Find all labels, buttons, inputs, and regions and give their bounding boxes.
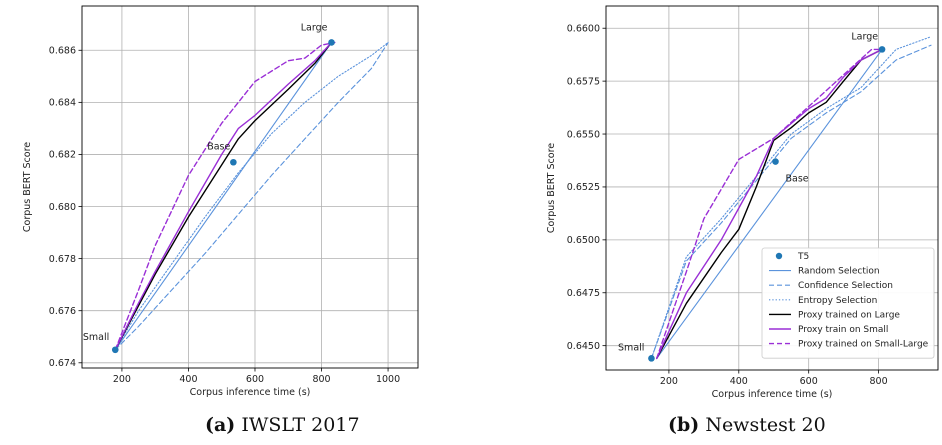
x-ticks: 200 400 600 800 bbox=[660, 370, 888, 387]
x-tick-label: 400 bbox=[730, 376, 748, 387]
point-label-large: Large bbox=[301, 22, 328, 33]
point-base bbox=[772, 158, 779, 165]
y-tick-label: 0.6475 bbox=[567, 288, 600, 299]
x-tick-label: 600 bbox=[800, 376, 818, 387]
legend-box bbox=[761, 247, 935, 359]
x-axis-label: Corpus inference time (s) bbox=[712, 389, 833, 400]
y-axis-label: Corpus BERT Score bbox=[22, 142, 33, 232]
y-axis-label: Corpus BERT Score bbox=[546, 143, 557, 233]
series-line-proxy-small-large bbox=[656, 48, 883, 360]
series-line-proxy-large bbox=[656, 48, 883, 360]
legend-marker-t5 bbox=[775, 252, 783, 260]
point-label-small: Small bbox=[618, 342, 644, 353]
plot-frame bbox=[81, 5, 419, 369]
x-tick-label: 600 bbox=[246, 374, 264, 385]
caption-a-label: (a) bbox=[205, 414, 236, 436]
y-tick-label: 0.680 bbox=[49, 202, 76, 213]
y-tick-label: 0.6450 bbox=[567, 341, 600, 352]
caption-b-text: Newstest 20 bbox=[705, 414, 826, 436]
plot-frame bbox=[605, 5, 939, 371]
model-points: Small Base Large bbox=[618, 31, 886, 362]
x-tick-label: 800 bbox=[870, 376, 888, 387]
x-tick-label: 200 bbox=[113, 374, 131, 385]
legend-label: Proxy trained on Small-Large bbox=[798, 340, 929, 350]
y-tick-label: 0.6600 bbox=[567, 24, 600, 35]
legend-label: Proxy train on Small bbox=[798, 325, 888, 335]
series-line-random bbox=[656, 48, 883, 359]
y-tick-label: 0.686 bbox=[49, 46, 76, 57]
x-tick-label: 400 bbox=[179, 374, 197, 385]
y-tick-label: 0.6550 bbox=[567, 129, 600, 140]
y-tick-label: 0.678 bbox=[49, 254, 76, 265]
chart-newstest: Small Base Large 200 400 600 800 0.6450 0.6475… bbox=[546, 5, 939, 400]
legend: T5 Random Selection Confidence Selection En… bbox=[761, 247, 935, 359]
point-large bbox=[878, 46, 886, 53]
series-line-proxy-small bbox=[114, 41, 333, 351]
y-tick-label: 0.674 bbox=[49, 358, 76, 369]
series-line-confidence bbox=[114, 41, 389, 351]
point-label-large: Large bbox=[851, 31, 878, 42]
legend-label: T5 bbox=[797, 252, 809, 262]
caption-a: (a) IWSLT 2017 bbox=[205, 414, 360, 436]
x-tick-label: 1000 bbox=[376, 374, 400, 385]
point-label-base: Base bbox=[785, 174, 808, 185]
caption-b-label: (b) bbox=[668, 414, 700, 436]
series-group bbox=[650, 36, 932, 360]
y-ticks: 0.674 0.676 0.678 0.680 0.682 0.684 0.686 bbox=[49, 46, 82, 369]
y-tick-label: 0.676 bbox=[49, 306, 76, 317]
series-line-proxy-large bbox=[114, 41, 333, 351]
caption-a-text: IWSLT 2017 bbox=[241, 414, 360, 436]
series-line-confidence bbox=[650, 44, 932, 359]
legend-label: Entropy Selection bbox=[798, 296, 877, 306]
grid bbox=[82, 6, 418, 368]
legend-label: Proxy trained on Large bbox=[798, 310, 900, 320]
series-line-entropy bbox=[650, 36, 932, 359]
y-tick-label: 0.6500 bbox=[567, 235, 600, 246]
series-group bbox=[114, 41, 389, 351]
y-ticks: 0.6450 0.6475 0.6500 0.6525 0.6550 0.6575 0.66… bbox=[567, 24, 606, 352]
x-tick-label: 800 bbox=[312, 374, 330, 385]
series-line-entropy bbox=[114, 41, 389, 351]
point-label-base: Base bbox=[207, 141, 230, 152]
point-base bbox=[230, 158, 237, 166]
y-tick-label: 0.682 bbox=[49, 150, 76, 161]
legend-label: Confidence Selection bbox=[798, 281, 893, 291]
x-axis-label: Corpus inference time (s) bbox=[190, 387, 311, 398]
point-large bbox=[328, 39, 335, 46]
x-tick-label: 200 bbox=[660, 376, 678, 387]
point-small bbox=[111, 346, 119, 354]
model-points: Small Base Large bbox=[83, 22, 335, 354]
y-tick-label: 0.6575 bbox=[567, 76, 600, 87]
x-ticks: 200 400 600 800 1000 bbox=[113, 368, 400, 385]
series-line-random bbox=[114, 41, 333, 351]
point-small bbox=[648, 355, 655, 362]
y-tick-label: 0.684 bbox=[49, 98, 76, 109]
plot-area bbox=[82, 6, 418, 368]
series-line-proxy-small-large bbox=[114, 41, 336, 351]
y-tick-label: 0.6525 bbox=[567, 182, 600, 193]
point-label-small: Small bbox=[83, 332, 109, 343]
caption-b: (b) Newstest 20 bbox=[668, 414, 826, 436]
legend-label: Random Selection bbox=[798, 267, 880, 277]
